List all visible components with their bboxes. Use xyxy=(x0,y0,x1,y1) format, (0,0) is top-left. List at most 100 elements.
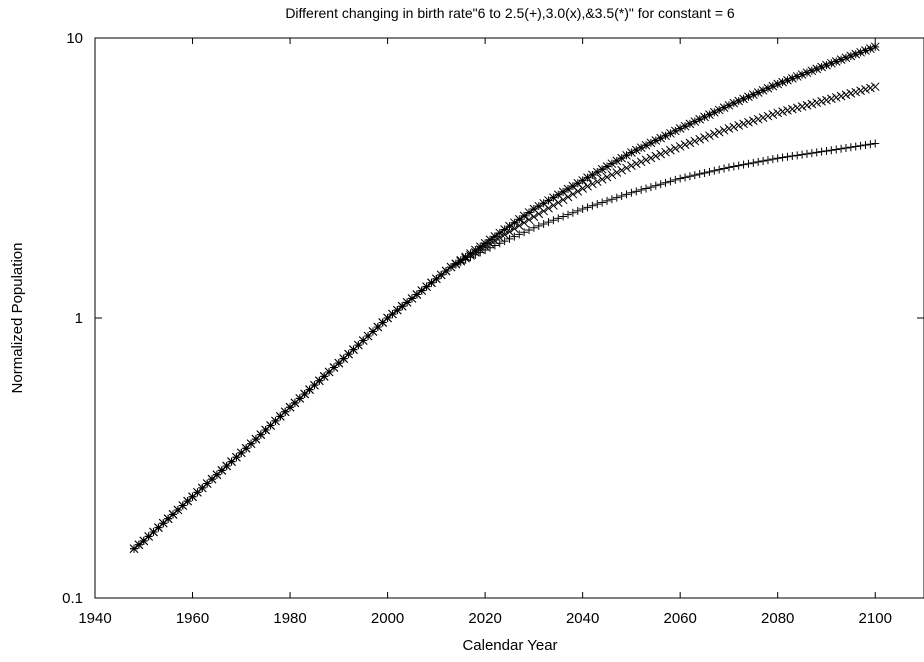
data-point-star xyxy=(383,313,392,323)
data-point-plus xyxy=(617,192,626,201)
data-point-star xyxy=(193,487,202,497)
data-point-star xyxy=(456,255,466,265)
data-point-star xyxy=(597,164,607,174)
data-point-star xyxy=(675,124,685,133)
data-point-star xyxy=(236,448,246,458)
data-point-plus xyxy=(837,144,846,153)
data-point-star xyxy=(183,496,193,506)
data-point-star xyxy=(324,367,334,377)
series-star xyxy=(129,42,880,554)
data-point-x xyxy=(831,93,841,102)
data-point-star xyxy=(461,252,470,262)
data-point-star xyxy=(841,53,851,63)
data-point-star xyxy=(271,416,280,426)
data-point-star xyxy=(870,42,880,52)
data-point-x xyxy=(773,108,783,118)
data-point-x xyxy=(758,113,768,122)
x-axis-ticks: 1940 1960 1980 2000 2020 2040 2060 2080 2100 xyxy=(78,38,892,627)
plot-area-frame xyxy=(94,37,924,599)
data-point-plus xyxy=(671,175,680,184)
data-point-x xyxy=(612,168,622,177)
data-point-star xyxy=(314,376,324,386)
data-point-star xyxy=(339,354,349,363)
data-point-plus xyxy=(812,148,821,157)
data-point-plus xyxy=(705,167,714,176)
data-point-x xyxy=(787,104,797,114)
data-point-plus xyxy=(827,146,836,155)
y-tick-label: 0.1 xyxy=(62,590,83,607)
data-point-star xyxy=(431,274,441,284)
data-point-star xyxy=(661,131,670,141)
data-point-plus xyxy=(573,206,582,215)
data-point-plus xyxy=(554,214,563,223)
data-point-x xyxy=(748,116,758,126)
data-point-star xyxy=(344,349,353,359)
data-point-plus xyxy=(588,201,597,210)
data-point-star xyxy=(783,75,792,85)
data-point-plus xyxy=(720,164,729,173)
data-point-plus xyxy=(666,177,675,186)
data-point-star xyxy=(778,77,787,87)
data-point-plus xyxy=(749,158,758,167)
data-point-star xyxy=(207,474,217,484)
data-point-plus xyxy=(544,218,553,227)
data-point-x xyxy=(641,155,651,165)
data-point-x xyxy=(705,131,714,141)
data-point-star xyxy=(256,430,266,439)
data-point-x xyxy=(627,161,636,171)
data-point-plus xyxy=(564,210,573,219)
data-point-plus xyxy=(715,165,724,174)
data-point-plus xyxy=(685,172,694,181)
data-point-plus xyxy=(768,155,777,164)
data-point-star xyxy=(144,532,153,541)
data-point-star xyxy=(275,412,285,421)
data-point-star xyxy=(568,181,578,191)
data-point-x xyxy=(666,145,675,155)
data-point-star xyxy=(505,221,514,231)
data-point-plus xyxy=(510,232,519,241)
y-axis-ticks: 0.1 1 10 xyxy=(62,30,924,607)
data-point-star xyxy=(407,294,417,303)
data-point-star xyxy=(392,305,402,315)
data-point-star xyxy=(861,46,870,55)
x-axis-label: Calendar Year xyxy=(462,637,557,654)
data-point-star xyxy=(388,309,397,319)
data-point-plus xyxy=(676,174,685,183)
y-axis-label: Normalized Population xyxy=(9,243,26,394)
data-point-plus xyxy=(832,145,841,154)
data-point-star xyxy=(826,58,836,68)
data-point-star xyxy=(310,380,319,390)
data-point-x xyxy=(856,86,865,96)
data-point-x xyxy=(524,215,534,225)
data-point-star xyxy=(549,193,558,202)
data-point-x xyxy=(588,179,597,189)
data-point-star xyxy=(222,461,232,471)
data-point-star xyxy=(641,140,651,150)
data-point-plus xyxy=(759,156,768,165)
x-tick-label: 1980 xyxy=(273,610,306,627)
data-point-star xyxy=(436,270,446,280)
y-tick-label: 10 xyxy=(66,30,83,47)
y-tick-label: 1 xyxy=(75,310,83,327)
data-point-star xyxy=(280,407,290,417)
data-point-star xyxy=(768,81,778,91)
data-point-star xyxy=(753,88,763,97)
data-point-plus xyxy=(661,178,670,187)
data-point-star xyxy=(588,170,597,180)
x-tick-label: 1960 xyxy=(176,610,209,627)
data-point-star xyxy=(646,138,656,148)
data-point-plus xyxy=(798,150,807,159)
data-point-star xyxy=(573,178,583,188)
series-x xyxy=(129,82,880,554)
data-point-star xyxy=(685,119,695,129)
data-point-star xyxy=(329,363,339,372)
data-point-x xyxy=(763,111,773,121)
data-point-plus xyxy=(783,152,792,161)
data-point-x xyxy=(768,110,778,119)
data-point-plus xyxy=(637,185,646,194)
data-point-star xyxy=(378,318,388,327)
data-point-plus xyxy=(778,153,787,162)
data-point-star xyxy=(168,510,178,519)
data-point-star xyxy=(158,518,168,528)
data-point-x xyxy=(812,98,822,108)
